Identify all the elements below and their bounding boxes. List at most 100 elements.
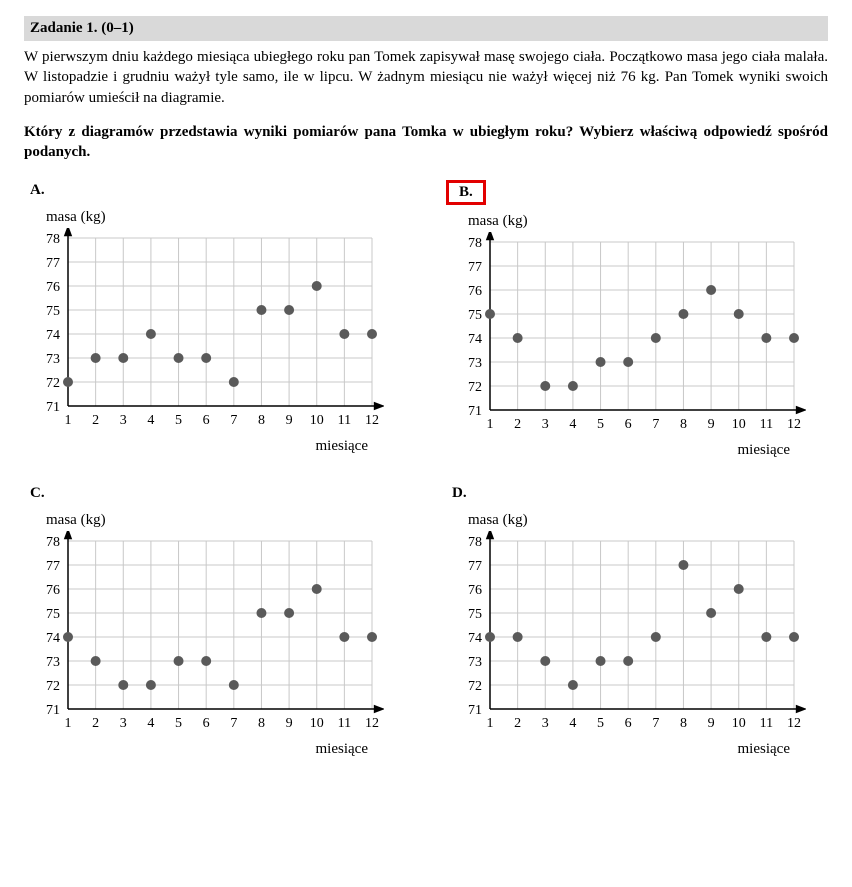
svg-text:72: 72 [468,679,482,694]
x-axis-title: miesiące [24,741,384,758]
option-A: A. masa (kg) 717273747576777812345678910… [24,180,406,459]
y-axis-title: masa (kg) [468,213,828,230]
svg-text:9: 9 [286,413,293,428]
svg-text:71: 71 [468,703,482,718]
option-label-B: B. [446,180,486,205]
svg-text:74: 74 [46,328,60,343]
svg-text:71: 71 [46,400,60,415]
svg-text:7: 7 [230,716,237,731]
option-label-D: D. [446,483,473,504]
svg-text:77: 77 [46,559,60,574]
svg-text:10: 10 [310,716,324,731]
svg-text:73: 73 [46,352,60,367]
svg-text:11: 11 [338,413,351,428]
y-axis-title: masa (kg) [468,512,828,529]
svg-text:74: 74 [468,332,482,347]
svg-text:75: 75 [468,308,482,323]
svg-text:11: 11 [760,716,773,731]
svg-text:78: 78 [468,535,482,550]
svg-text:5: 5 [597,417,604,432]
y-axis-title: masa (kg) [46,512,406,529]
svg-text:6: 6 [203,716,210,731]
svg-text:4: 4 [569,417,576,432]
chart-D: 7172737475767778123456789101112 [446,531,806,741]
svg-text:6: 6 [625,716,632,731]
svg-text:5: 5 [175,413,182,428]
svg-text:78: 78 [46,535,60,550]
svg-text:4: 4 [147,716,154,731]
svg-text:72: 72 [468,380,482,395]
task-header: Zadanie 1. (0–1) [24,16,828,41]
chart-B: 7172737475767778123456789101112 [446,232,806,442]
svg-text:1: 1 [65,413,72,428]
chart-C: 7172737475767778123456789101112 [24,531,384,741]
svg-text:76: 76 [46,583,60,598]
svg-text:12: 12 [787,417,801,432]
svg-text:11: 11 [338,716,351,731]
svg-text:11: 11 [760,417,773,432]
svg-text:76: 76 [46,280,60,295]
svg-text:72: 72 [46,679,60,694]
svg-text:4: 4 [147,413,154,428]
svg-text:74: 74 [46,631,60,646]
y-axis-title: masa (kg) [46,209,406,226]
svg-text:9: 9 [708,716,715,731]
option-label-C: C. [24,483,51,504]
svg-text:73: 73 [468,655,482,670]
svg-text:12: 12 [365,716,379,731]
svg-text:73: 73 [46,655,60,670]
charts-grid: A. masa (kg) 717273747576777812345678910… [24,180,828,758]
svg-text:71: 71 [468,404,482,419]
svg-text:8: 8 [258,716,265,731]
svg-text:72: 72 [46,376,60,391]
option-B: B. masa (kg) 717273747576777812345678910… [446,180,828,459]
svg-text:77: 77 [468,559,482,574]
svg-text:7: 7 [230,413,237,428]
svg-text:78: 78 [46,232,60,247]
svg-text:2: 2 [92,413,99,428]
svg-text:12: 12 [365,413,379,428]
x-axis-title: miesiące [446,442,806,459]
svg-text:9: 9 [286,716,293,731]
svg-text:7: 7 [652,417,659,432]
option-C: C. masa (kg) 717273747576777812345678910… [24,483,406,758]
svg-text:75: 75 [46,304,60,319]
svg-text:2: 2 [514,417,521,432]
x-axis-title: miesiące [446,741,806,758]
svg-text:3: 3 [120,413,127,428]
option-label-A: A. [24,180,51,201]
svg-text:78: 78 [468,236,482,251]
svg-text:71: 71 [46,703,60,718]
svg-text:76: 76 [468,583,482,598]
svg-text:3: 3 [120,716,127,731]
svg-text:1: 1 [487,716,494,731]
svg-text:8: 8 [680,716,687,731]
svg-text:75: 75 [468,607,482,622]
svg-text:8: 8 [258,413,265,428]
svg-text:8: 8 [680,417,687,432]
svg-text:77: 77 [468,260,482,275]
svg-text:73: 73 [468,356,482,371]
x-axis-title: miesiące [24,438,384,455]
svg-text:7: 7 [652,716,659,731]
svg-text:1: 1 [65,716,72,731]
svg-text:10: 10 [732,417,746,432]
svg-text:1: 1 [487,417,494,432]
option-D: D. masa (kg) 717273747576777812345678910… [446,483,828,758]
svg-text:12: 12 [787,716,801,731]
svg-text:10: 10 [310,413,324,428]
task-body-text: W pierwszym dniu każdego miesiąca ubiegł… [24,47,828,108]
svg-text:5: 5 [175,716,182,731]
svg-text:75: 75 [46,607,60,622]
svg-text:9: 9 [708,417,715,432]
svg-text:5: 5 [597,716,604,731]
chart-A: 7172737475767778123456789101112 [24,228,384,438]
svg-text:74: 74 [468,631,482,646]
svg-text:10: 10 [732,716,746,731]
svg-text:3: 3 [542,716,549,731]
svg-text:77: 77 [46,256,60,271]
svg-text:76: 76 [468,284,482,299]
svg-text:4: 4 [569,716,576,731]
svg-text:6: 6 [625,417,632,432]
svg-text:2: 2 [514,716,521,731]
